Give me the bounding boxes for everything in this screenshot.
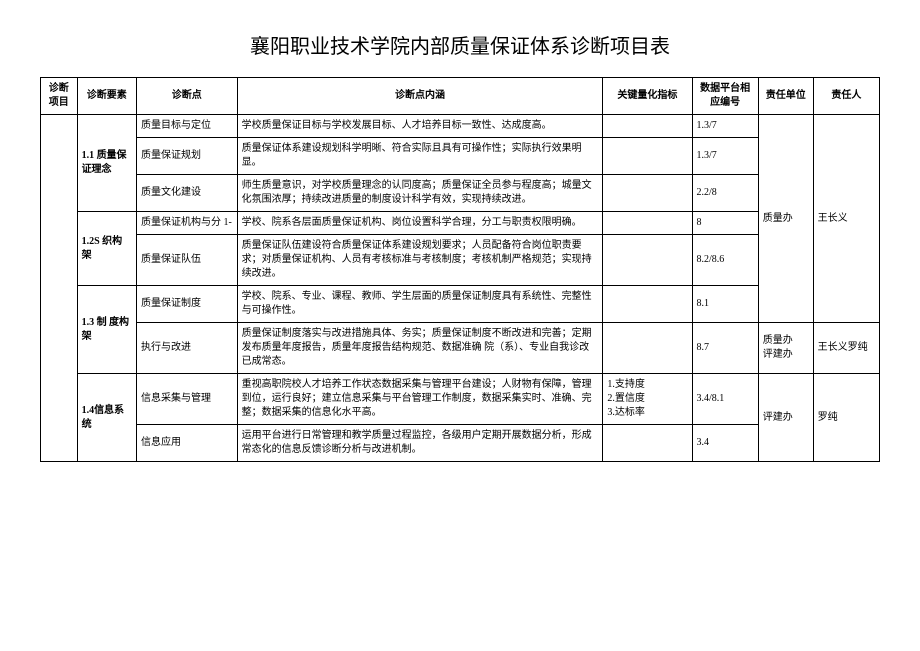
- cell-dian: 质量文化建设: [137, 175, 238, 212]
- cell-bianhao: 8.1: [692, 286, 758, 323]
- cell-neihan: 重视高职院校人才培养工作状态数据采集与管理平台建设；人财物有保障，管理到位，运行…: [237, 374, 603, 425]
- cell-bianhao: 1.3/7: [692, 115, 758, 138]
- cell-neihan: 学校、院系各层面质量保证机构、岗位设置科学合理，分工与职责权限明确。: [237, 212, 603, 235]
- cell-bianhao: 8: [692, 212, 758, 235]
- cell-neihan: 师生质量意识，对学校质量理念的认同度高；质量保证全员参与程度高；城量文化氛围浓厚…: [237, 175, 603, 212]
- header-zhibiao: 关键量化指标: [603, 78, 692, 115]
- page-title: 襄阳职业技术学院内部质量保证体系诊断项目表: [40, 30, 880, 59]
- cell-yaosu-2: 1.2S 织构架: [77, 212, 136, 286]
- cell-zhibiao: [603, 425, 692, 462]
- cell-danwei-1: 质量办: [758, 115, 813, 323]
- cell-bianhao: 3.4: [692, 425, 758, 462]
- cell-dian: 质量保证机构与分 1-: [137, 212, 238, 235]
- cell-dian: 质量保证制度: [137, 286, 238, 323]
- cell-zhibiao: [603, 138, 692, 175]
- table-row: 1.4信息系统 信息采集与管理 重视高职院校人才培养工作状态数据采集与管理平台建…: [41, 374, 880, 425]
- table-row: 质量保证规划 质量保证体系建设规划科学明晰、符合实际且具有可操作性；实际执行效果…: [41, 138, 880, 175]
- cell-bianhao: 1.3/7: [692, 138, 758, 175]
- cell-zhibiao: [603, 115, 692, 138]
- header-bianhao: 数据平台相应编号: [692, 78, 758, 115]
- cell-zeren-3: 罗纯: [813, 374, 879, 462]
- cell-zhibiao: [603, 323, 692, 374]
- table-row: 1.1 质量保证理念 质量目标与定位 学校质量保证目标与学校发展目标、人才培养目…: [41, 115, 880, 138]
- cell-bianhao: 3.4/8.1: [692, 374, 758, 425]
- cell-neihan: 质量保证制度落实与改进措施具体、务实；质量保证制度不断改进和完善；定期发布质量年…: [237, 323, 603, 374]
- cell-zhibiao: [603, 286, 692, 323]
- table-row: 执行与改进 质量保证制度落实与改进措施具体、务实；质量保证制度不断改进和完善；定…: [41, 323, 880, 374]
- table-row: 1.2S 织构架 质量保证机构与分 1- 学校、院系各层面质量保证机构、岗位设置…: [41, 212, 880, 235]
- cell-dian: 质量保证规划: [137, 138, 238, 175]
- cell-danwei-2: 质量办 评建办: [758, 323, 813, 374]
- cell-yaosu-1: 1.1 质量保证理念: [77, 115, 136, 212]
- header-xiangmu: 诊断项目: [41, 78, 78, 115]
- cell-zhibiao: [603, 175, 692, 212]
- table-row: 1.3 制 度构架 质量保证制度 学校、院系、专业、课程、教师、学生层面的质量保…: [41, 286, 880, 323]
- cell-dian: 执行与改进: [137, 323, 238, 374]
- table-row: 信息应用 运用平台进行日常管理和教学质量过程监控，各级用户定期开展数据分析，形成…: [41, 425, 880, 462]
- cell-dian: 信息采集与管理: [137, 374, 238, 425]
- cell-neihan: 学校质量保证目标与学校发展目标、人才培养目标一致性、达成度高。: [237, 115, 603, 138]
- header-yaosu: 诊断要素: [77, 78, 136, 115]
- cell-dian: 信息应用: [137, 425, 238, 462]
- cell-xiangmu: [41, 115, 78, 462]
- cell-yaosu-3: 1.3 制 度构架: [77, 286, 136, 374]
- cell-zhibiao: [603, 212, 692, 235]
- cell-yaosu-4: 1.4信息系统: [77, 374, 136, 462]
- cell-dian: 质量保证队伍: [137, 235, 238, 286]
- diagnosis-table: 诊断项目 诊断要素 诊断点 诊断点内涵 关键量化指标 数据平台相应编号 责任单位…: [40, 77, 880, 462]
- cell-bianhao: 8.2/8.6: [692, 235, 758, 286]
- cell-dian: 质量目标与定位: [137, 115, 238, 138]
- cell-zeren-1: 王长义: [813, 115, 879, 323]
- header-zeren: 责任人: [813, 78, 879, 115]
- cell-zhibiao: [603, 235, 692, 286]
- header-danwei: 责任单位: [758, 78, 813, 115]
- cell-neihan: 运用平台进行日常管理和教学质量过程监控，各级用户定期开展数据分析，形成常态化的信…: [237, 425, 603, 462]
- cell-zhibiao: 1.支持度 2.置信度 3.达标率: [603, 374, 692, 425]
- cell-neihan: 质量保证体系建设规划科学明晰、符合实际且具有可操作性；实际执行效果明显。: [237, 138, 603, 175]
- table-header-row: 诊断项目 诊断要素 诊断点 诊断点内涵 关键量化指标 数据平台相应编号 责任单位…: [41, 78, 880, 115]
- cell-danwei-3: 评建办: [758, 374, 813, 462]
- header-dian: 诊断点: [137, 78, 238, 115]
- cell-neihan: 学校、院系、专业、课程、教师、学生层面的质量保证制度具有系统性、完整性与可操作性…: [237, 286, 603, 323]
- cell-zeren-2: 王长义罗纯: [813, 323, 879, 374]
- cell-bianhao: 2.2/8: [692, 175, 758, 212]
- table-row: 质量保证队伍 质量保证队伍建设符合质量保证体系建设规划要求；人员配备符合岗位职责…: [41, 235, 880, 286]
- header-neihan: 诊断点内涵: [237, 78, 603, 115]
- table-row: 质量文化建设 师生质量意识，对学校质量理念的认同度高；质量保证全员参与程度高；城…: [41, 175, 880, 212]
- cell-neihan: 质量保证队伍建设符合质量保证体系建设规划要求；人员配备符合岗位职责要求；对质量保…: [237, 235, 603, 286]
- cell-bianhao: 8.7: [692, 323, 758, 374]
